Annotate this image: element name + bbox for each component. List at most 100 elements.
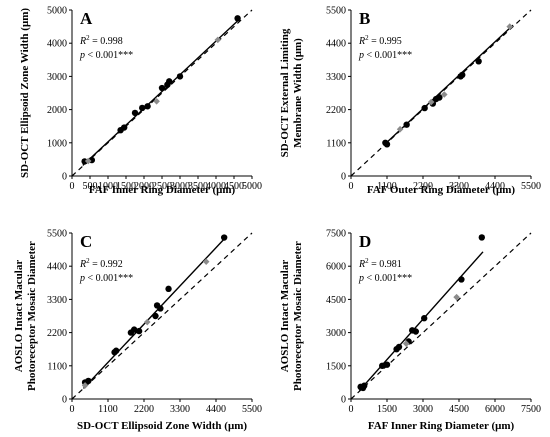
data-point (379, 362, 386, 369)
r-superscript: 2 (86, 34, 90, 42)
data-point (139, 104, 146, 112)
data-point (395, 343, 403, 351)
x-tick-label: 3300 (170, 404, 190, 415)
y-tick-label: 1100 (326, 138, 346, 149)
x-tick-label: 5000 (242, 181, 262, 192)
y-tick-label: 1500 (326, 361, 346, 372)
x-tick-label: 1100 (377, 181, 397, 192)
y-tick-label: 2200 (326, 105, 346, 116)
x-tick-label: 0 (70, 181, 75, 192)
x-tick-label: 2000 (134, 181, 154, 192)
y-tick-label: 0 (62, 395, 67, 406)
data-point (436, 94, 443, 101)
data-point (458, 276, 465, 283)
panel-letter: D (359, 232, 371, 251)
x-tick-label: 1100 (98, 404, 118, 415)
r-squared-label: R2 = 0.992 (79, 257, 123, 270)
r-symbol: R (358, 36, 365, 47)
x-tick-label: 4500 (224, 181, 244, 192)
p-symbol: p (79, 50, 85, 61)
data-point (165, 285, 172, 293)
data-point (112, 347, 120, 354)
x-tick-label: 0 (349, 404, 354, 415)
data-point (383, 361, 391, 368)
r-squared-value: = 0.992 (90, 259, 123, 270)
y-tick-label: 4000 (47, 39, 67, 50)
data-point (427, 98, 435, 106)
x-tick-label: 2200 (413, 181, 433, 192)
r-squared-label: R2 = 0.995 (358, 34, 402, 47)
y-tick-label: 0 (62, 172, 67, 183)
r-squared-value: = 0.981 (369, 259, 402, 270)
data-point (152, 312, 159, 320)
x-tick-label: 0 (349, 181, 354, 192)
y-tick-label: 5500 (326, 6, 346, 17)
data-point (459, 71, 466, 79)
data-point (143, 318, 151, 326)
y-tick-label: 0 (341, 395, 346, 406)
p-symbol: p (358, 273, 364, 284)
y-axis-title: AOSLO Intact Macular (13, 260, 25, 373)
r-superscript: 2 (86, 257, 90, 265)
data-point (202, 258, 210, 265)
data-point (396, 125, 404, 133)
x-tick-label: 4400 (485, 181, 505, 192)
r-superscript: 2 (365, 257, 369, 265)
x-tick-label: 3000 (170, 181, 190, 192)
x-axis-title: FAF Inner Ring Diameter (μm) (368, 420, 515, 432)
y-axis-title: SD-OCT Ellipsoid Zone Width (μm) (19, 8, 31, 178)
p-value-label: p < 0.001*** (358, 50, 412, 61)
x-tick-label: 3500 (188, 181, 208, 192)
r-squared-value: = 0.998 (90, 36, 123, 47)
y-tick-label: 5000 (47, 6, 67, 17)
data-point (403, 121, 410, 128)
data-point (478, 234, 485, 241)
y-tick-label: 6000 (326, 262, 346, 273)
x-tick-label: 3000 (413, 404, 433, 415)
data-point (84, 157, 92, 165)
p-value: < 0.001*** (364, 273, 412, 284)
y-tick-label: 5500 (47, 229, 67, 240)
panel-letter: A (80, 9, 93, 28)
y-axis-title: SD-OCT External Limiting (279, 28, 291, 157)
data-point (135, 327, 143, 335)
data-point (176, 73, 184, 80)
data-point (361, 382, 368, 389)
data-point (153, 98, 160, 105)
identity-line (71, 232, 253, 400)
y-tick-label: 1000 (47, 138, 67, 149)
y-tick-label: 2200 (47, 328, 67, 339)
data-point (402, 340, 410, 347)
data-point (220, 234, 228, 241)
panel-letter: B (359, 9, 370, 28)
x-axis-title: FAF Outer Ring Diameter (μm) (367, 184, 516, 196)
p-value-label: p < 0.001*** (358, 273, 412, 284)
x-tick-label: 4000 (206, 181, 226, 192)
data-point (421, 104, 428, 112)
data-point (144, 103, 151, 110)
r-symbol: R (358, 259, 365, 270)
data-point (453, 293, 460, 301)
data-point (383, 141, 391, 148)
identity-line (350, 232, 532, 400)
r-symbol: R (79, 36, 86, 47)
y-axis-title: Photoreceptor Mosaic Diameter (292, 241, 304, 391)
panel-c: 0 1100 2200 3300 4400 5500 0 1100 2200 3300 4400 55… (13, 229, 262, 433)
y-tick-label: 0 (341, 172, 346, 183)
p-value-label: p < 0.001*** (79, 50, 133, 61)
data-point (157, 305, 164, 312)
y-tick-label: 4500 (326, 295, 346, 306)
y-tick-label: 3300 (326, 72, 346, 83)
x-tick-label: 1500 (377, 404, 397, 415)
data-point (412, 328, 419, 335)
panel-letter: C (80, 232, 92, 251)
p-value: < 0.001*** (85, 50, 133, 61)
x-tick-label: 5500 (242, 404, 262, 415)
x-tick-label: 0 (70, 404, 75, 415)
p-symbol: p (79, 273, 85, 284)
p-symbol: p (358, 50, 364, 61)
data-point (234, 15, 241, 22)
y-axis-title: Membrane Width (μm) (292, 38, 304, 148)
x-tick-label: 1000 (98, 181, 118, 192)
